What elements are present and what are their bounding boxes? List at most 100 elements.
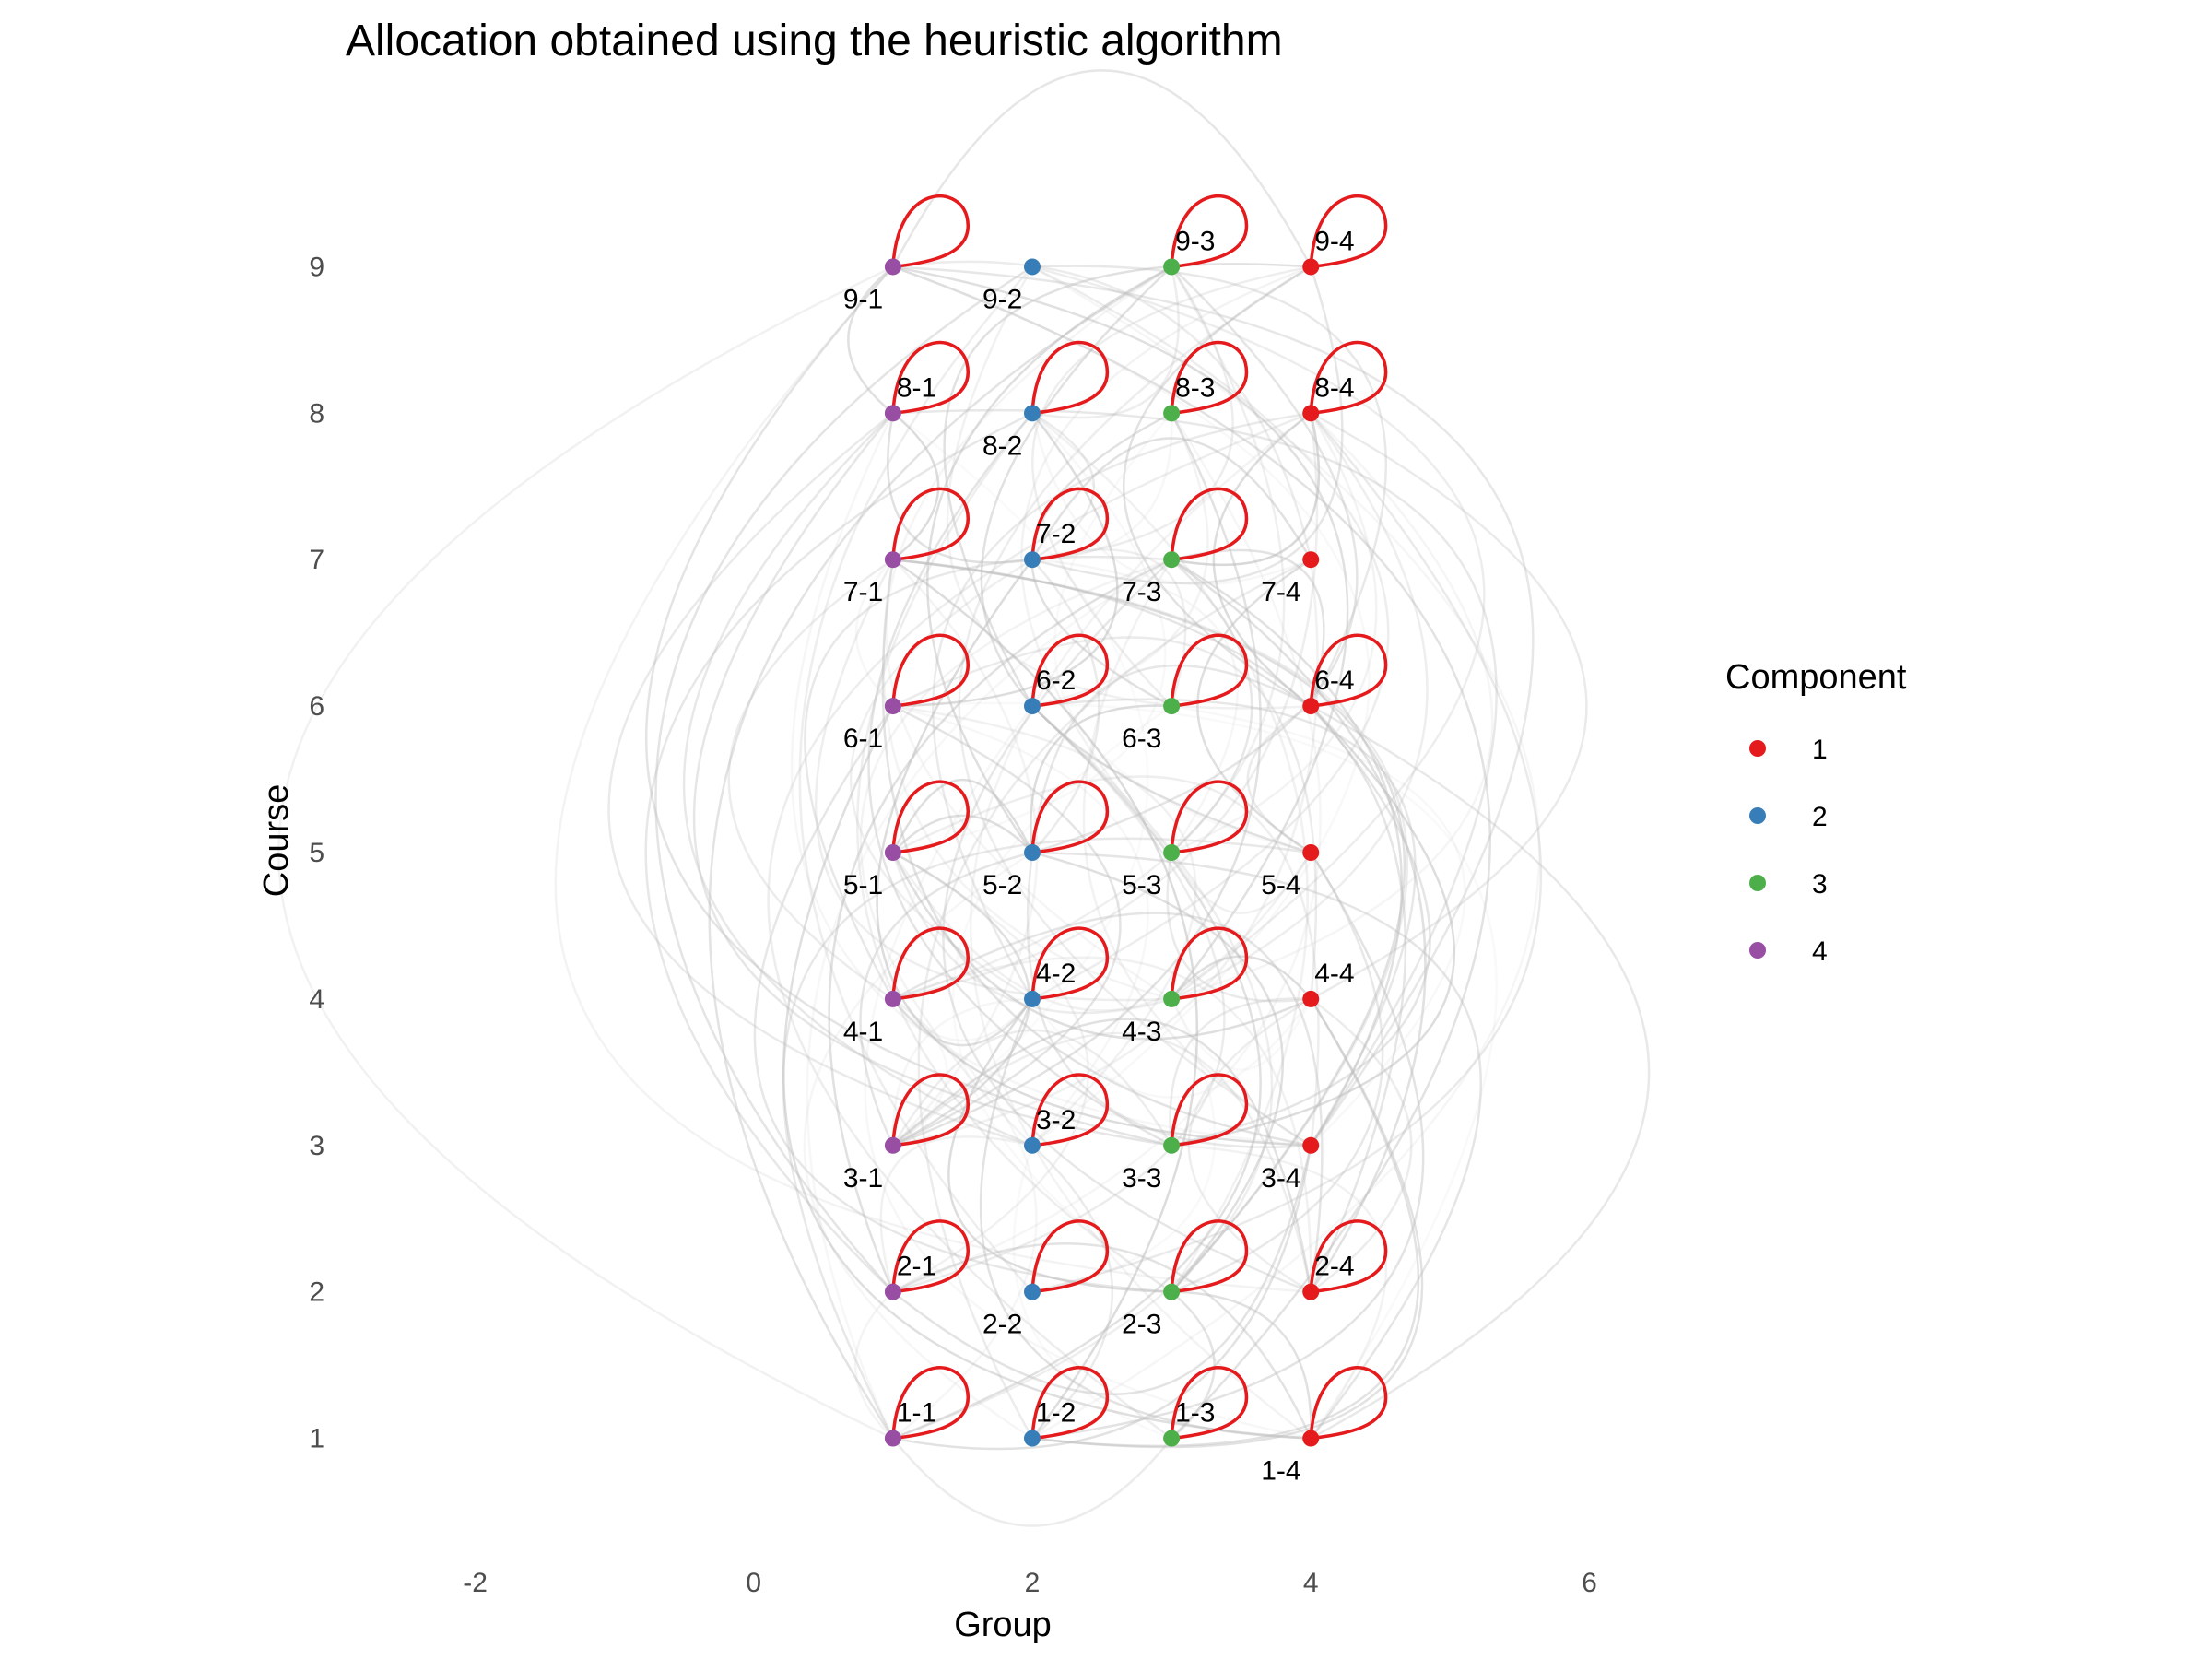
network-edge	[892, 704, 1122, 1147]
node-label: 7-2	[1036, 519, 1076, 549]
self-loop	[1030, 780, 1110, 854]
network-edge	[926, 265, 1172, 853]
network-edge	[1166, 852, 1312, 1003]
self-loop	[1170, 340, 1249, 416]
network-edge	[892, 851, 1089, 1293]
network-edge	[1031, 1144, 1113, 1440]
network-edge	[892, 705, 1226, 1293]
node-point	[1163, 990, 1181, 1007]
network-edge	[892, 705, 1274, 1440]
network-edge	[1031, 698, 1417, 1147]
network-edge	[1031, 851, 1482, 1440]
node-point	[884, 405, 901, 422]
network-edge	[1031, 265, 1234, 561]
node-label: 2-2	[982, 1310, 1022, 1340]
node-label: 2-1	[897, 1252, 936, 1282]
x-axis-ticks: -2 0 2 4 6	[463, 1568, 1597, 1598]
network-edge	[942, 559, 1312, 1293]
network-edge	[1171, 1290, 1312, 1439]
self-loops-layer	[891, 194, 1388, 1441]
network-edge	[892, 265, 1371, 1147]
network-edge	[1031, 265, 1541, 1440]
node-label: 1-1	[897, 1398, 936, 1429]
network-edge	[892, 265, 1286, 1001]
self-loop	[1170, 633, 1249, 708]
self-loop	[891, 1366, 971, 1441]
network-edge	[1030, 998, 1312, 1099]
y-tick-label: 1	[309, 1424, 324, 1454]
node-label: 5-2	[982, 870, 1022, 900]
network-edge	[892, 997, 1038, 1440]
network-edge	[1082, 559, 1312, 1147]
network-edge	[859, 851, 1033, 1147]
node-point	[1302, 1283, 1320, 1300]
node-label: 3-3	[1122, 1163, 1161, 1194]
x-tick-label: 2	[1025, 1568, 1041, 1598]
network-edge	[891, 852, 1312, 1041]
network-edge	[1031, 412, 1095, 561]
node-label: 7-4	[1261, 577, 1300, 607]
x-tick-label: -2	[463, 1568, 488, 1598]
node-label: 1-2	[1036, 1398, 1076, 1429]
network-edge	[1031, 998, 1217, 1293]
network-edge	[782, 837, 1312, 1440]
network-edge	[970, 412, 1312, 1440]
self-loop	[1170, 926, 1249, 1001]
network-edge	[891, 997, 1033, 1146]
network-edge	[892, 1145, 1312, 1451]
self-loop	[1170, 1073, 1249, 1147]
node-point	[1302, 1136, 1320, 1154]
node-label: 6-2	[1036, 665, 1076, 696]
legend-key	[1749, 942, 1766, 959]
node-point	[1302, 698, 1320, 715]
network-edge	[1171, 559, 1427, 1293]
network-edge	[947, 998, 1172, 1293]
node-label: 8-1	[897, 372, 936, 403]
self-loop	[891, 780, 971, 854]
network-edge	[1171, 413, 1320, 566]
self-loop	[1030, 1366, 1110, 1441]
network-edge	[892, 997, 948, 1147]
node-point	[884, 551, 901, 569]
network-edge	[1171, 559, 1253, 853]
network-edge	[806, 559, 1172, 1440]
legend-label: 4	[1812, 936, 1828, 967]
network-edge	[1031, 851, 1284, 1293]
node-point	[1302, 258, 1320, 276]
self-loop	[891, 926, 971, 1001]
node-point	[1024, 844, 1041, 861]
legend-title: Component	[1725, 658, 1907, 697]
network-edge	[1030, 704, 1172, 853]
network-edge	[1031, 265, 1486, 1000]
network-edge	[854, 559, 894, 707]
network-edge	[958, 265, 1312, 1147]
network-edge	[1031, 266, 1180, 419]
network-edge	[980, 998, 1312, 1440]
node-point	[1163, 1283, 1181, 1300]
node-label: 7-3	[1122, 577, 1161, 607]
self-loop	[1170, 194, 1249, 269]
y-tick-label: 2	[309, 1277, 324, 1308]
network-edge	[1031, 998, 1424, 1449]
node-label: 5-3	[1122, 870, 1161, 900]
network-edge	[1031, 559, 1100, 853]
network-edge	[1171, 412, 1378, 854]
network-edge	[277, 265, 894, 1440]
y-tick-label: 6	[309, 691, 324, 722]
network-edge	[892, 265, 1349, 1000]
network-edge	[891, 779, 1034, 853]
node-label: 1-4	[1261, 1456, 1300, 1487]
network-edge	[882, 559, 1172, 1001]
network-edge	[854, 1290, 894, 1440]
node-label: 2-4	[1314, 1252, 1354, 1282]
node-label: 4-2	[1036, 959, 1076, 989]
network-edge	[1171, 852, 1384, 1293]
network-edge	[1187, 997, 1312, 1293]
self-loop	[891, 1073, 971, 1147]
node-labels-layer: 1-1 1-2 1-3 1-4 2-1 2-2 2-3 2-4 3-1 3-2 3-3 3-4 4-1 4…	[843, 226, 1355, 1486]
network-edge	[891, 69, 1312, 268]
node-point	[1163, 698, 1181, 715]
network-edge	[856, 412, 1172, 1293]
x-tick-label: 0	[746, 1568, 761, 1598]
network-edge	[859, 559, 1172, 1147]
